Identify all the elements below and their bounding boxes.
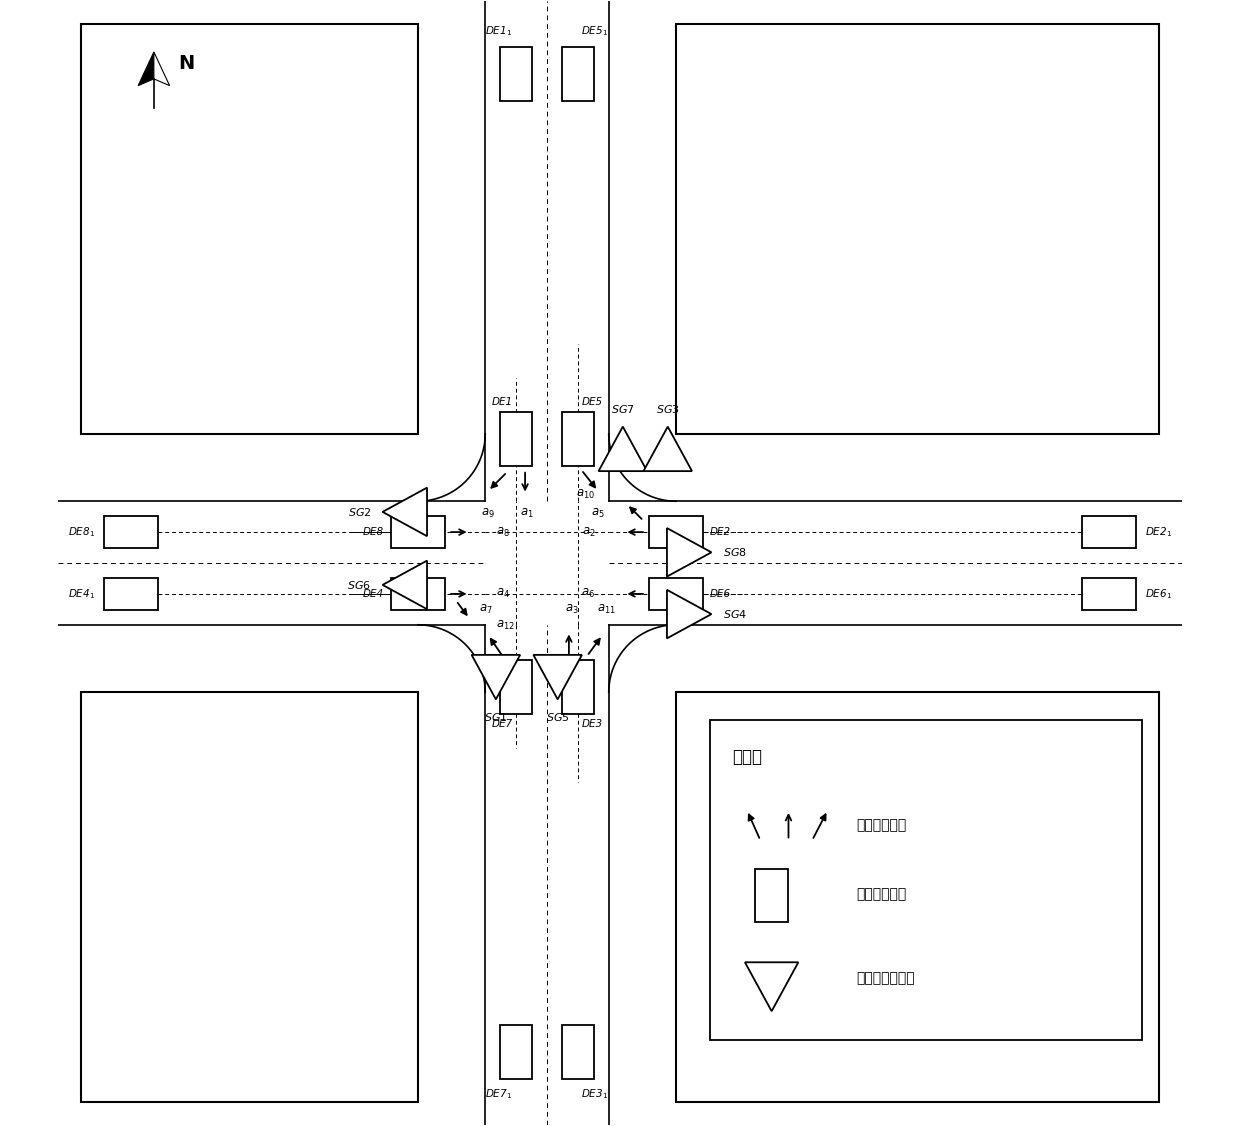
Bar bbox=[562, 47, 594, 101]
Bar bbox=[501, 660, 532, 714]
Bar bbox=[104, 578, 159, 609]
Text: $a_5$: $a_5$ bbox=[591, 507, 605, 520]
Polygon shape bbox=[745, 963, 799, 1011]
Text: DE6$_1$: DE6$_1$ bbox=[1145, 587, 1172, 601]
Text: N: N bbox=[179, 54, 195, 73]
Text: DE8$_1$: DE8$_1$ bbox=[68, 525, 95, 539]
Bar bbox=[501, 1025, 532, 1079]
Text: 机动车检测器: 机动车检测器 bbox=[856, 887, 906, 901]
Bar bbox=[676, 692, 1159, 1102]
Text: $SG1$: $SG1$ bbox=[484, 711, 507, 723]
Text: $a_3$: $a_3$ bbox=[565, 602, 579, 616]
Text: DE3$_1$: DE3$_1$ bbox=[582, 1088, 609, 1101]
Text: $SG3$: $SG3$ bbox=[656, 403, 680, 415]
Text: DE7: DE7 bbox=[491, 720, 512, 730]
Text: 机动车交通流: 机动车交通流 bbox=[856, 817, 906, 832]
Bar bbox=[501, 47, 532, 101]
Bar bbox=[81, 692, 418, 1102]
Bar bbox=[1081, 517, 1136, 548]
Text: DE1: DE1 bbox=[491, 396, 512, 406]
Polygon shape bbox=[383, 488, 427, 536]
Text: DE8: DE8 bbox=[363, 527, 384, 537]
Text: DE5: DE5 bbox=[582, 396, 603, 406]
Bar bbox=[650, 578, 703, 609]
Text: $SG2$: $SG2$ bbox=[347, 506, 371, 518]
Text: DE4: DE4 bbox=[363, 589, 384, 599]
Bar bbox=[562, 412, 594, 466]
Text: $SG7$: $SG7$ bbox=[611, 403, 635, 415]
Polygon shape bbox=[154, 52, 170, 86]
Text: DE3: DE3 bbox=[582, 720, 603, 730]
Text: DE6: DE6 bbox=[709, 589, 732, 599]
Bar bbox=[501, 412, 532, 466]
Text: 机动车信号灯组: 机动车信号灯组 bbox=[856, 972, 915, 985]
Polygon shape bbox=[471, 655, 520, 699]
Text: 图例：: 图例： bbox=[733, 749, 763, 767]
Bar bbox=[391, 578, 445, 609]
Text: DE1$_1$: DE1$_1$ bbox=[486, 25, 512, 38]
Text: $a_{12}$: $a_{12}$ bbox=[496, 619, 516, 632]
Polygon shape bbox=[644, 427, 692, 471]
Bar bbox=[562, 1025, 594, 1079]
Polygon shape bbox=[533, 655, 582, 699]
Text: $a_8$: $a_8$ bbox=[496, 526, 511, 538]
Text: $a_2$: $a_2$ bbox=[582, 526, 595, 538]
Text: $a_4$: $a_4$ bbox=[496, 588, 511, 600]
Bar bbox=[391, 517, 445, 548]
Text: DE4$_1$: DE4$_1$ bbox=[68, 587, 95, 601]
Text: $a_9$: $a_9$ bbox=[481, 507, 495, 520]
Text: $a_{11}$: $a_{11}$ bbox=[596, 602, 615, 616]
Text: $a_1$: $a_1$ bbox=[521, 507, 534, 520]
Polygon shape bbox=[667, 528, 712, 577]
Text: $SG8$: $SG8$ bbox=[723, 546, 746, 558]
Text: $SG4$: $SG4$ bbox=[723, 608, 746, 620]
Polygon shape bbox=[138, 52, 154, 86]
Bar bbox=[709, 721, 1142, 1040]
Text: $SG5$: $SG5$ bbox=[546, 711, 569, 723]
Bar bbox=[81, 24, 418, 434]
Bar bbox=[676, 24, 1159, 434]
Text: $a_6$: $a_6$ bbox=[582, 588, 595, 600]
Text: DE7$_1$: DE7$_1$ bbox=[486, 1088, 512, 1101]
Bar bbox=[650, 517, 703, 548]
Text: DE2$_1$: DE2$_1$ bbox=[1145, 525, 1172, 539]
Text: DE5$_1$: DE5$_1$ bbox=[582, 25, 609, 38]
Bar bbox=[1081, 578, 1136, 609]
Bar bbox=[104, 517, 159, 548]
Polygon shape bbox=[383, 561, 427, 609]
Bar bbox=[562, 660, 594, 714]
Polygon shape bbox=[599, 427, 647, 471]
Text: $a_{10}$: $a_{10}$ bbox=[577, 488, 595, 501]
Polygon shape bbox=[667, 590, 712, 638]
Text: $a_7$: $a_7$ bbox=[479, 602, 492, 616]
Text: DE2: DE2 bbox=[709, 527, 732, 537]
Bar bbox=[755, 868, 789, 922]
Text: $SG6$: $SG6$ bbox=[347, 579, 371, 591]
